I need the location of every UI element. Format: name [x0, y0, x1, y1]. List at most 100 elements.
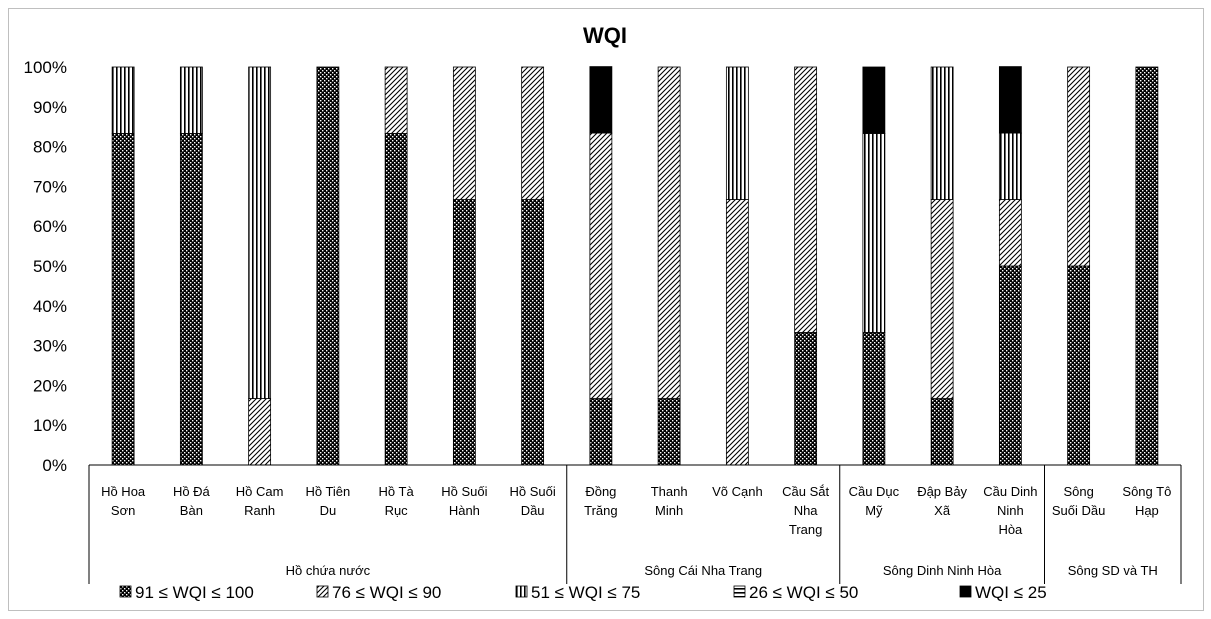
category-label: Đập Bảy: [917, 484, 967, 499]
bar-segment: [179, 133, 203, 466]
category-label: Cầu Sắt: [782, 484, 829, 499]
category-label: Hồ Cam: [236, 484, 284, 499]
bar-segment: [111, 133, 135, 466]
category-label: Minh: [655, 503, 683, 518]
category-label: Sông: [1063, 484, 1093, 499]
bar-segment: [725, 66, 749, 200]
bar-segment: [998, 132, 1022, 200]
bar-segment: [930, 199, 954, 399]
bar-segment: [930, 398, 954, 466]
legend-label: 91 ≤ WQI ≤ 100: [135, 583, 254, 602]
bar-segment: [862, 133, 886, 333]
legend-swatch: [733, 585, 746, 598]
x-axis: Hồ chứa nước Sông Cái Nha Trang Sông Dinh …: [88, 464, 1182, 584]
bar-segment: [248, 398, 272, 466]
chart-frame: [8, 8, 1204, 611]
bar-segment: [862, 332, 886, 466]
bar-segment: [862, 66, 886, 134]
category-label: Đồng: [585, 484, 616, 499]
y-tick-label: 10%: [33, 416, 67, 435]
category-label: Trang: [789, 522, 822, 537]
category-label: Hồ Đá: [173, 484, 211, 499]
y-tick-label: 40%: [33, 297, 67, 316]
bar-segment: [657, 66, 681, 399]
category-label: Du: [320, 503, 337, 518]
category-label: Cầu Dinh: [983, 484, 1037, 499]
bar-segment: [589, 66, 613, 134]
bar-segment: [930, 66, 954, 200]
y-tick-label: 0%: [42, 456, 67, 475]
legend-label: 76 ≤ WQI ≤ 90: [332, 583, 441, 602]
category-label: Hạp: [1135, 503, 1159, 518]
category-label: Rục: [385, 503, 409, 518]
group-label: Sông Cái Nha Trang: [644, 563, 762, 578]
y-tick-label: 70%: [33, 177, 67, 196]
category-label: Bàn: [180, 503, 203, 518]
bar-segment: [1135, 66, 1159, 466]
category-label: Hồ Hoa: [101, 484, 146, 499]
bar-segment: [657, 398, 681, 466]
bar-segment: [589, 398, 613, 466]
category-label: Mỹ: [865, 503, 883, 518]
chart-title: WQI: [583, 23, 627, 48]
category-label: Trăng: [584, 503, 617, 518]
bar-segment: [998, 66, 1022, 134]
y-tick-label: 100%: [24, 58, 67, 77]
bar-segment: [384, 66, 408, 134]
bar-segment: [521, 66, 545, 200]
bar-segment: [452, 199, 476, 466]
category-label: Hồ Tà: [379, 484, 415, 499]
bar-segment: [384, 133, 408, 466]
category-label: Hồ Tiên: [305, 484, 350, 499]
bar-segment: [111, 66, 135, 134]
y-axis: 0% 10% 20% 30% 40% 50% 60% 70% 80% 90% 100%: [24, 58, 67, 475]
y-tick-label: 60%: [33, 217, 67, 236]
legend-label: 26 ≤ WQI ≤ 50: [749, 583, 858, 602]
category-label: Sông Tô: [1122, 484, 1171, 499]
y-tick-label: 20%: [33, 376, 67, 395]
group-label: Hồ chứa nước: [286, 563, 371, 578]
bar-segment: [725, 199, 749, 466]
category-label: Hồ Suối: [510, 484, 556, 499]
y-tick-label: 50%: [33, 257, 67, 276]
category-label: Sơn: [111, 503, 135, 518]
y-tick-label: 90%: [33, 98, 67, 117]
bar-segment: [521, 199, 545, 466]
bar-segment: [316, 66, 340, 466]
category-label: Võ Cạnh: [712, 484, 763, 499]
bar-segment: [179, 66, 203, 134]
bar-segment: [589, 132, 613, 399]
category-label: Xã: [934, 503, 951, 518]
category-label: Suối Dầu: [1052, 503, 1105, 518]
y-tick-label: 30%: [33, 337, 67, 356]
legend: 91 ≤ WQI ≤ 100 76 ≤ WQI ≤ 90 51 ≤ WQI ≤ 75…: [119, 583, 1047, 602]
legend-label: 51 ≤ WQI ≤ 75: [531, 583, 640, 602]
category-label: Hồ Suối: [441, 484, 487, 499]
category-label: Nha: [794, 503, 819, 518]
bar-segment: [452, 66, 476, 200]
bar-segment: [998, 265, 1022, 466]
y-tick-label: 80%: [33, 138, 67, 157]
legend-swatch: [316, 585, 329, 598]
legend-swatch: [119, 585, 132, 598]
bar-segment: [794, 66, 818, 333]
group-label: Sông Dinh Ninh Hòa: [883, 563, 1002, 578]
category-label: Dầu: [521, 503, 545, 518]
category-label: Cầu Dục: [849, 484, 900, 499]
bar-segment: [794, 332, 818, 466]
legend-label: WQI ≤ 25: [975, 583, 1047, 602]
bars: [111, 66, 1159, 466]
group-label: Sông SD và TH: [1068, 563, 1158, 578]
category-label: Ninh: [997, 503, 1024, 518]
bar-segment: [1067, 265, 1091, 466]
category-label: Hòa: [998, 522, 1023, 537]
legend-swatch: [515, 585, 528, 598]
bar-segment: [248, 66, 272, 399]
bar-segment: [1067, 66, 1091, 267]
bar-segment: [998, 199, 1022, 267]
category-label: Ranh: [244, 503, 275, 518]
category-label: Thanh: [651, 484, 688, 499]
legend-swatch: [959, 585, 972, 598]
category-label: Hành: [449, 503, 480, 518]
